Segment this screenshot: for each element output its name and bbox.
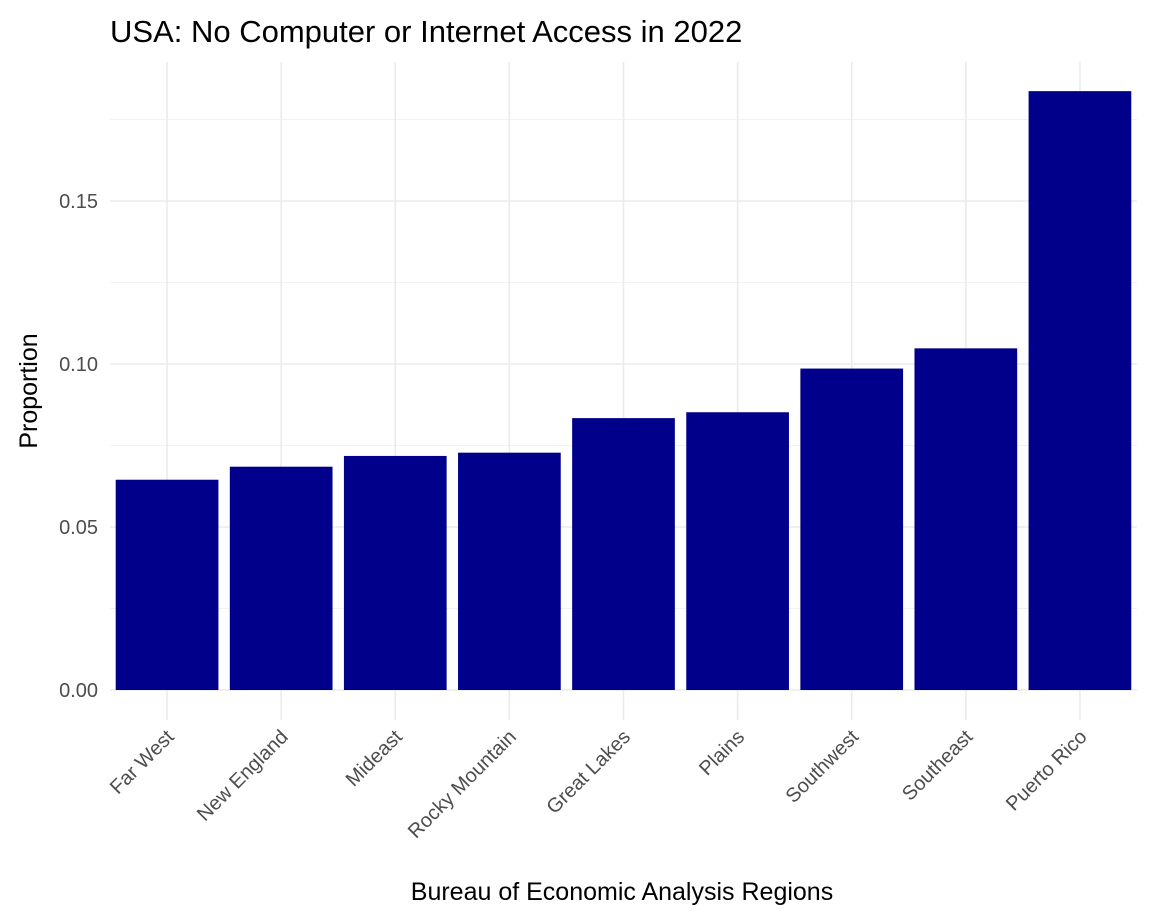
x-tick-label: Puerto Rico [1002, 726, 1091, 815]
y-axis-title: Proportion [15, 333, 43, 448]
x-tick-label: Plains [695, 726, 749, 780]
x-tick-label: Southwest [782, 726, 864, 808]
chart-title: USA: No Computer or Internet Access in 2… [110, 14, 742, 49]
y-tick-label: 0.15 [59, 191, 98, 213]
bars [115, 91, 1132, 690]
y-tick-label: 0.00 [59, 680, 98, 702]
x-tick-label: Far West [106, 726, 179, 799]
x-tick-label: Rocky Mountain [404, 726, 521, 843]
x-tick-label: Mideast [342, 726, 407, 791]
bar-southeast [914, 348, 1018, 690]
bar-great-lakes [572, 418, 675, 690]
bar-far-west [115, 479, 219, 690]
y-tick-label: 0.05 [59, 517, 98, 539]
y-tick-label: 0.10 [59, 354, 98, 376]
bar-plains [686, 412, 789, 690]
y-axis-ticks: 0.00 0.05 0.10 0.15 [59, 191, 98, 702]
x-tick-label: New England [193, 726, 293, 826]
bar-mideast [343, 455, 447, 690]
bar-rocky-mountain [458, 452, 561, 690]
x-tick-label: Great Lakes [542, 726, 635, 819]
bar-new-england [229, 466, 333, 690]
bar-puerto-rico [1028, 91, 1132, 690]
x-axis-title: Bureau of Economic Analysis Regions [411, 878, 833, 906]
x-tick-label: Southeast [898, 726, 978, 806]
bar-southwest [800, 368, 904, 690]
